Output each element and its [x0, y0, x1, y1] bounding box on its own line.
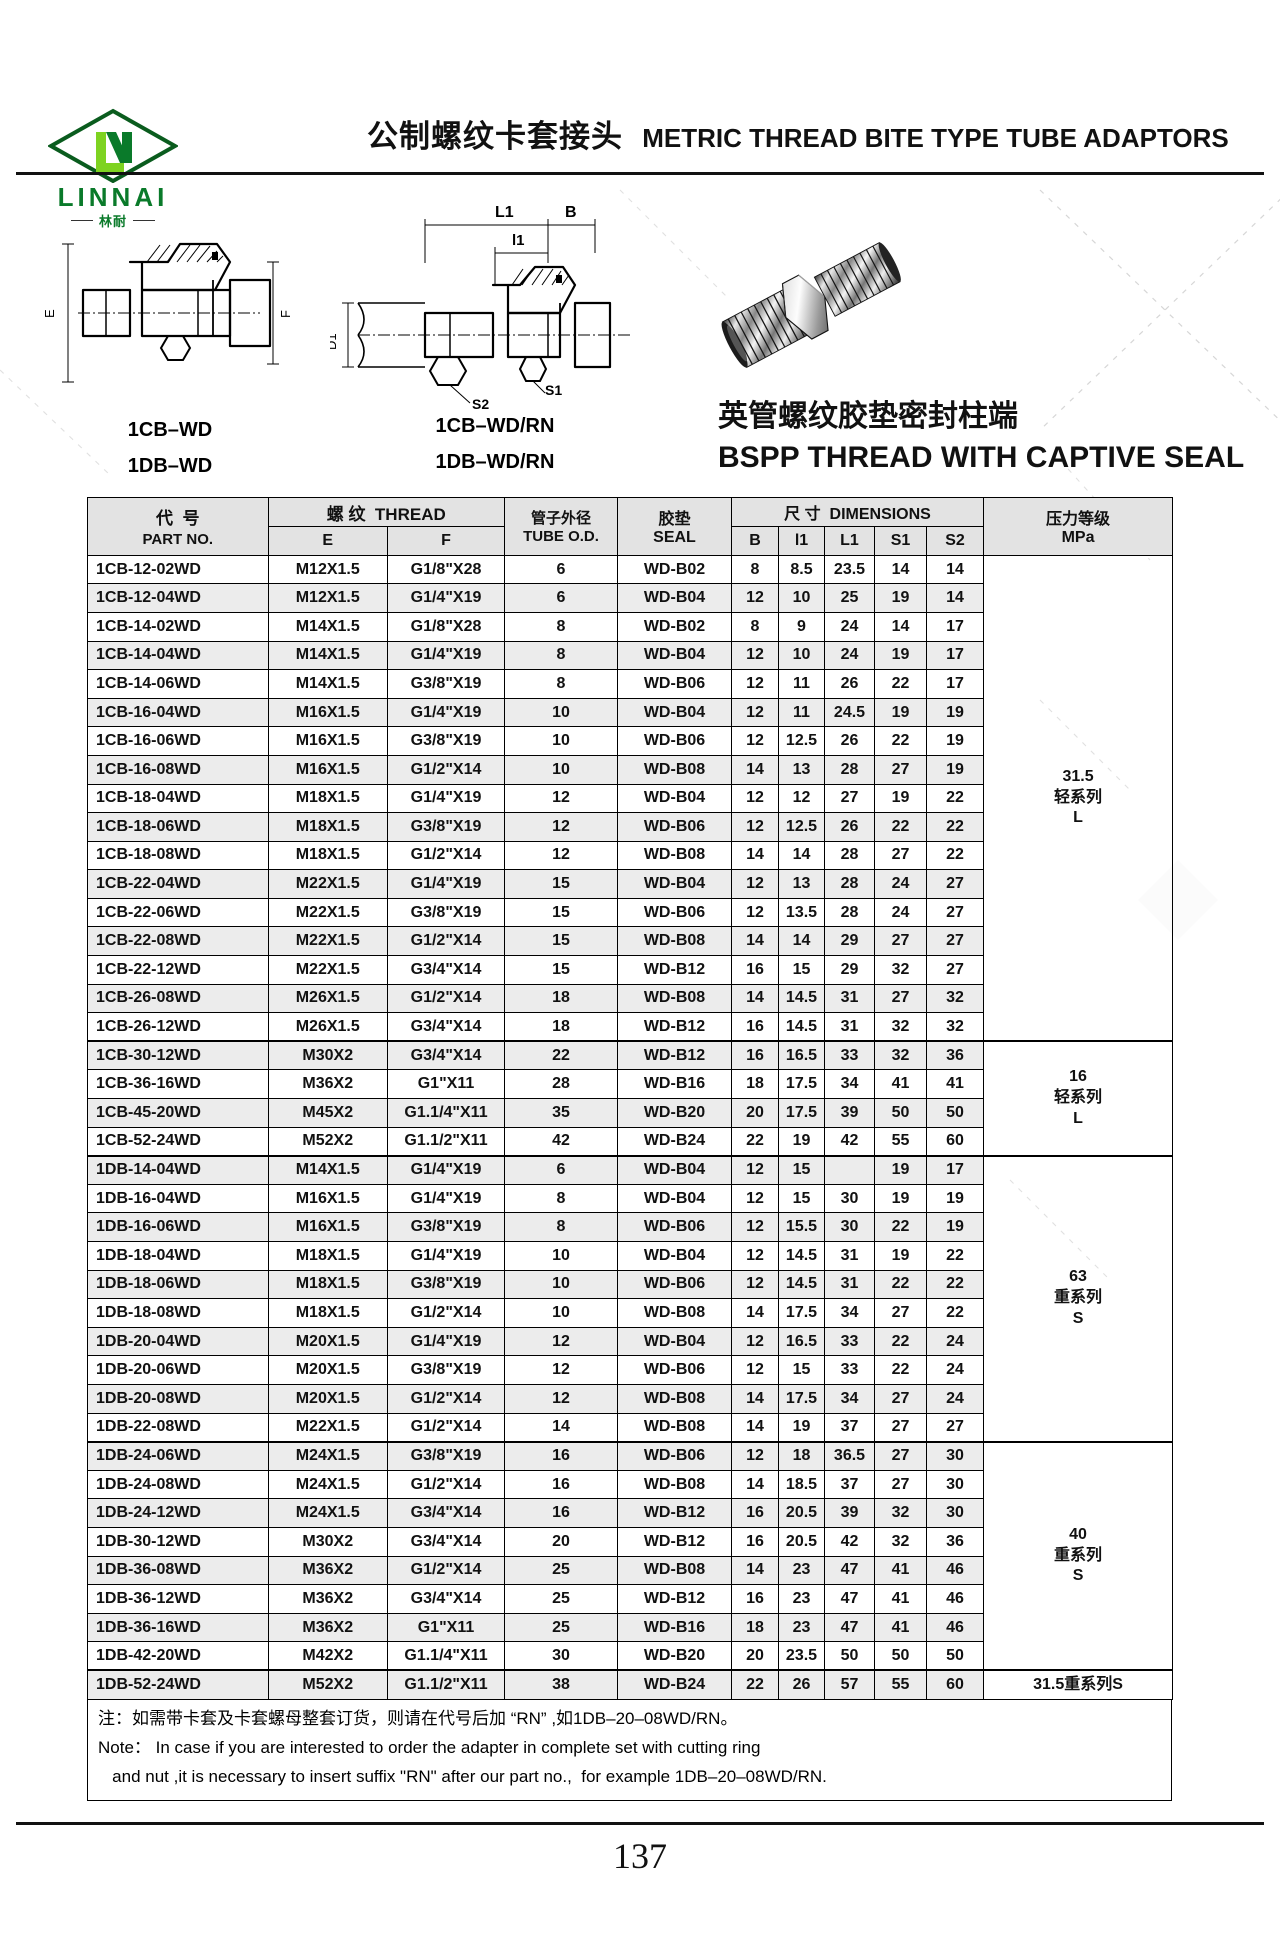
svg-text:F: F	[278, 310, 293, 318]
svg-text:B: B	[565, 204, 577, 221]
svg-text:l1: l1	[512, 232, 525, 249]
svg-text:S2: S2	[472, 396, 489, 412]
svg-text:D1: D1	[330, 333, 339, 350]
svg-text:S1: S1	[545, 382, 562, 398]
svg-text:E: E	[42, 309, 57, 318]
svg-text:L1: L1	[495, 204, 514, 221]
